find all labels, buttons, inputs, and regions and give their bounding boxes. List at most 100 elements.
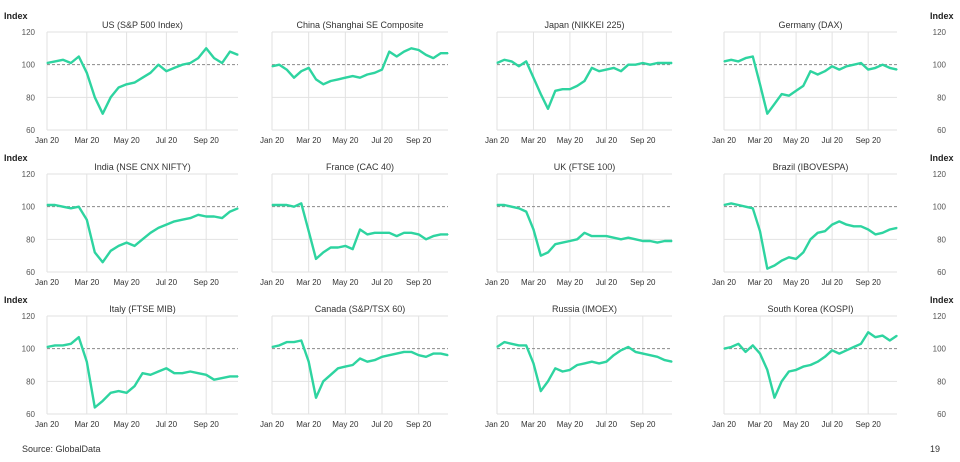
x-tick-label: Sep 20 <box>630 278 656 287</box>
chart-4: Jan 20 Mar 20 May 20 Jul 20 Sep 20 60 80 100 120… <box>22 162 239 287</box>
data-point <box>396 55 398 58</box>
y-axis-label-row1-right: Index <box>930 11 954 21</box>
chart-title: US (S&P 500 Index) <box>102 20 183 30</box>
chart-title: Italy (FTSE MIB) <box>109 304 176 314</box>
data-point <box>576 238 578 240</box>
data-point <box>300 70 302 72</box>
data-point <box>634 64 637 66</box>
data-point <box>173 220 175 222</box>
data-point <box>271 346 273 348</box>
chart-3: Jan 20 Mar 20 May 20 Jul 20 Sep 20 60 80 100 120… <box>712 20 947 145</box>
data-point <box>94 406 96 409</box>
x-tick-label: Sep 20 <box>630 420 656 429</box>
data-point <box>315 258 317 260</box>
data-point <box>773 397 776 399</box>
data-point <box>70 207 72 209</box>
x-tick-label: May 20 <box>332 420 359 429</box>
data-point <box>809 364 812 366</box>
data-point <box>141 372 144 374</box>
data-point <box>583 232 586 234</box>
data-point <box>271 204 273 206</box>
data-point <box>300 202 302 204</box>
page-number: 19 <box>930 444 941 454</box>
x-tick-label: Jul 20 <box>596 420 618 429</box>
data-point <box>853 225 855 227</box>
x-tick-label: Jan 20 <box>260 420 285 429</box>
data-point <box>330 80 332 82</box>
data-point <box>824 230 826 232</box>
x-tick-label: Jul 20 <box>596 136 618 145</box>
data-point <box>229 375 231 378</box>
data-point <box>189 370 191 373</box>
y-tick-label: 60 <box>26 126 35 135</box>
data-point <box>418 233 420 236</box>
data-point <box>213 215 215 218</box>
y-tick-label: 120 <box>933 28 947 37</box>
y-axis-label-row1-left: Index <box>4 11 28 21</box>
x-tick-label: Jan 20 <box>712 278 737 287</box>
chart-title: India (NSE CNX NIFTY) <box>94 162 191 172</box>
data-point <box>173 67 175 69</box>
data-point <box>70 343 72 345</box>
data-point <box>293 77 295 79</box>
x-tick-label: Jul 20 <box>821 136 843 145</box>
data-point <box>591 67 593 69</box>
x-tick-label: May 20 <box>557 420 584 429</box>
data-point <box>831 224 833 226</box>
x-tick-label: Jan 20 <box>35 420 60 429</box>
data-point <box>773 103 776 105</box>
data-point <box>189 217 191 219</box>
y-axis-label-row2-right: Index <box>930 153 954 163</box>
data-point <box>141 238 144 240</box>
data-point <box>773 264 776 267</box>
data-point <box>374 359 376 361</box>
x-tick-label: Jan 20 <box>485 420 510 429</box>
source-note: Source: GlobalData <box>22 444 101 454</box>
data-point <box>125 242 128 244</box>
data-point <box>649 64 651 66</box>
data-point <box>605 68 607 71</box>
data-point <box>752 207 754 209</box>
x-tick-label: Jan 20 <box>35 136 60 145</box>
data-point <box>860 62 862 64</box>
data-point <box>381 356 383 358</box>
data-point <box>518 207 520 209</box>
x-tick-label: Jul 20 <box>156 136 178 145</box>
data-point <box>620 238 622 240</box>
y-tick-label: 60 <box>937 268 946 277</box>
y-tick-label: 80 <box>26 93 35 102</box>
y-tick-label: 60 <box>26 268 35 277</box>
data-point <box>425 54 427 56</box>
data-point <box>845 349 848 351</box>
series-line <box>497 203 672 257</box>
data-point <box>381 232 383 234</box>
data-point <box>745 351 747 353</box>
data-point <box>322 380 324 382</box>
data-point <box>396 235 398 237</box>
chart-2: Jan 20 Mar 20 May 20 Jul 20 Sep 20 Japan (NIK… <box>485 20 673 145</box>
x-tick-label: Mar 20 <box>74 278 99 287</box>
data-point <box>759 83 761 85</box>
data-point <box>388 354 390 356</box>
data-point <box>181 372 183 374</box>
data-point <box>337 246 339 249</box>
data-point <box>766 268 768 270</box>
x-tick-label: Mar 20 <box>521 420 546 429</box>
chart-7: Jan 20 Mar 20 May 20 Jul 20 Sep 20 60 80 100 120… <box>712 162 947 287</box>
x-tick-label: Jul 20 <box>371 278 393 287</box>
data-point <box>598 70 600 72</box>
x-tick-label: Sep 20 <box>630 136 656 145</box>
data-point <box>165 70 167 72</box>
data-point <box>410 232 412 234</box>
data-point <box>634 238 637 240</box>
data-point <box>46 204 48 206</box>
x-tick-label: Jul 20 <box>596 278 618 287</box>
chart-1: Jan 20 Mar 20 May 20 Jul 20 Sep 20 China (Sha… <box>260 20 449 145</box>
data-point <box>627 346 629 348</box>
data-point <box>54 204 56 206</box>
x-tick-label: Sep 20 <box>406 420 432 429</box>
data-point <box>642 240 644 242</box>
x-tick-label: May 20 <box>783 278 810 287</box>
data-point <box>613 237 615 239</box>
x-tick-label: Mar 20 <box>296 136 321 145</box>
